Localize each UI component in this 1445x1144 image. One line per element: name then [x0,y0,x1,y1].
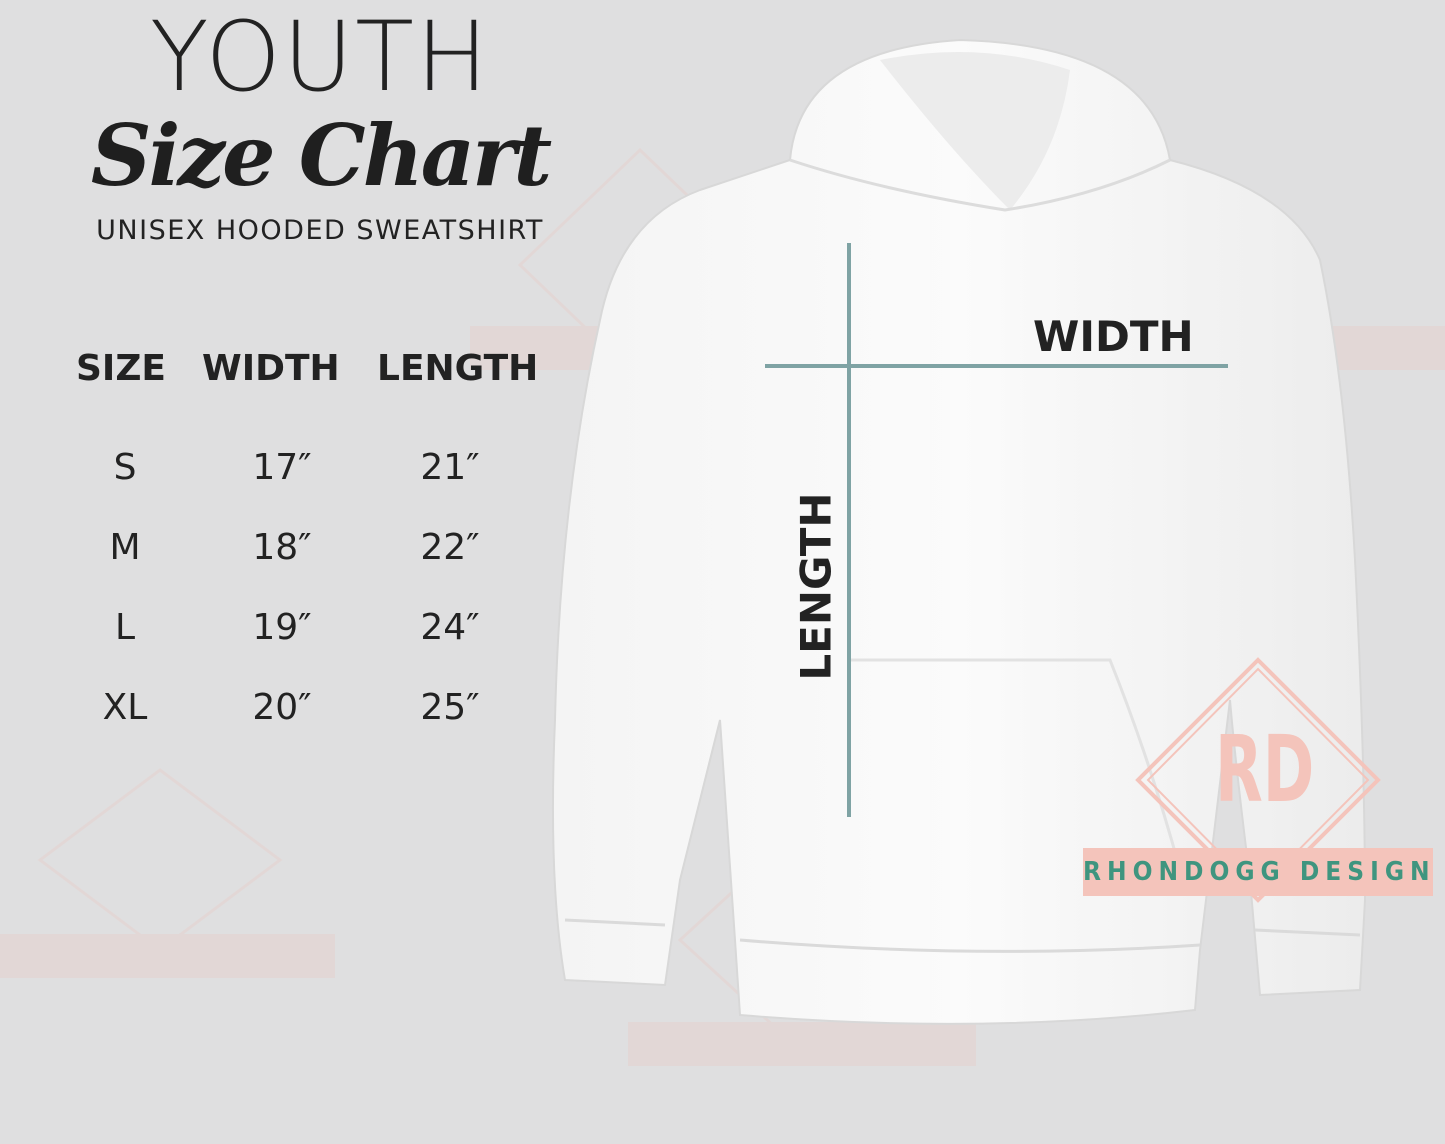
size-cell: L [114,607,136,648]
width-cell: 17″ [252,447,312,488]
width-cell: 19″ [252,607,312,648]
width-label: WIDTH [1033,312,1194,361]
length-cell: 24″ [420,607,480,648]
width-cell: 20″ [252,687,312,728]
size-cell: S [113,447,137,488]
length-cell: 25″ [420,687,480,728]
size-cell: M [109,527,141,568]
title-size-chart: Size Chart [90,106,552,205]
column-header-width: WIDTH [202,348,340,389]
subtitle: UNISEX HOODED SWEATSHIRT [96,215,544,246]
length-cell: 21″ [420,447,480,488]
length-label: LENGTH [791,492,841,681]
width-cell: 18″ [252,527,312,568]
column-header-size: SIZE [76,348,167,389]
logo-monogram: RD [1215,716,1315,823]
size-cell: XL [102,687,148,728]
length-cell: 22″ [420,527,480,568]
logo-brand-name: RHONDOGG DESIGNS [1083,848,1433,896]
column-header-length: LENGTH [377,348,539,389]
title-youth: YOUTH [149,1,491,113]
